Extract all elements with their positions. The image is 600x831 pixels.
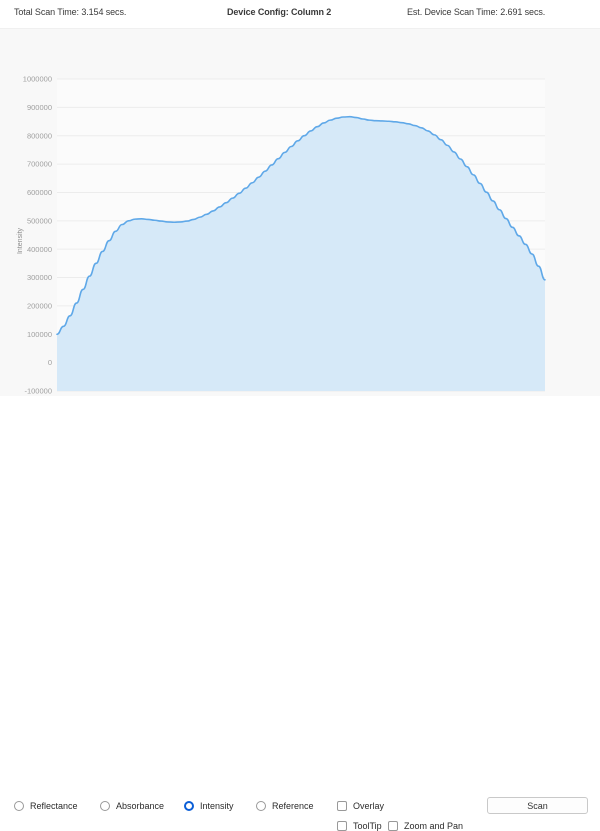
svg-text:1050: 1050: [146, 395, 163, 396]
checkbox-zoom-and-pan[interactable]: Zoom and Pan: [388, 821, 463, 831]
radio-reference-label: Reference: [272, 801, 314, 811]
device-config-label: Device Config: Column 2: [227, 7, 332, 17]
spectrum-chart: -100000 0 100000 200000 300000 400000 500000 60…: [0, 29, 600, 396]
svg-text:300000: 300000: [27, 273, 52, 282]
svg-text:1450: 1450: [407, 395, 424, 396]
radio-reference[interactable]: Reference: [256, 801, 314, 811]
svg-text:800000: 800000: [27, 131, 52, 140]
svg-text:900: 900: [51, 395, 64, 396]
y-tick-labels: -100000 0 100000 200000 300000 400000 500000 60…: [23, 75, 52, 396]
svg-text:400000: 400000: [27, 245, 52, 254]
checkbox-tooltip-label: ToolTip: [353, 821, 382, 831]
checkbox-overlay[interactable]: Overlay: [337, 801, 384, 811]
svg-text:1400: 1400: [374, 395, 391, 396]
checkbox-tooltip[interactable]: ToolTip: [337, 821, 382, 831]
checkbox-tooltip-box[interactable]: [337, 821, 347, 831]
svg-text:500000: 500000: [27, 216, 52, 225]
svg-text:1300: 1300: [309, 395, 326, 396]
radio-absorbance-label: Absorbance: [116, 801, 165, 811]
status-header: Total Scan Time: 3.154 secs. Device Conf…: [0, 0, 600, 29]
svg-text:1350: 1350: [341, 395, 358, 396]
svg-text:900000: 900000: [27, 103, 52, 112]
checkbox-overlay-label: Overlay: [353, 801, 385, 811]
est-device-scan-time-label: Est. Device Scan Time: 2.691 secs.: [407, 7, 546, 17]
radio-absorbance-indicator[interactable]: [100, 801, 110, 811]
svg-text:1550: 1550: [472, 395, 489, 396]
checkbox-zoom-and-pan-box[interactable]: [388, 821, 398, 831]
total-scan-time-label: Total Scan Time: 3.154 secs.: [14, 7, 127, 17]
radio-reflectance[interactable]: Reflectance: [14, 801, 78, 811]
chart-svg: -100000 0 100000 200000 300000 400000 500000 60…: [0, 29, 600, 396]
radio-intensity-label: Intensity: [200, 801, 234, 811]
svg-text:700000: 700000: [27, 160, 52, 169]
svg-text:1150: 1150: [212, 395, 228, 396]
svg-text:0: 0: [48, 358, 52, 367]
scan-button[interactable]: Scan: [487, 797, 588, 814]
radio-absorbance[interactable]: Absorbance: [100, 801, 164, 811]
radio-intensity[interactable]: Intensity: [184, 801, 234, 811]
svg-text:1600: 1600: [504, 395, 521, 396]
svg-text:1250: 1250: [276, 395, 293, 396]
intensity-line: [56, 115, 546, 336]
checkbox-overlay-box[interactable]: [337, 801, 347, 811]
radio-reflectance-label: Reflectance: [30, 801, 78, 811]
svg-text:1650: 1650: [537, 395, 554, 396]
svg-text:1000: 1000: [114, 395, 131, 396]
svg-text:1500: 1500: [439, 395, 456, 396]
svg-text:1100: 1100: [179, 395, 195, 396]
svg-text:1200: 1200: [244, 395, 261, 396]
radio-intensity-indicator[interactable]: [184, 801, 194, 811]
svg-text:100000: 100000: [27, 330, 52, 339]
controls-panel: Reflectance Absorbance Intensity Referen…: [0, 396, 600, 831]
radio-reflectance-indicator[interactable]: [14, 801, 24, 811]
intensity-area-fill: [57, 116, 545, 391]
svg-text:1000000: 1000000: [23, 75, 52, 84]
checkbox-zoom-and-pan-label: Zoom and Pan: [404, 821, 464, 831]
svg-text:-100000: -100000: [24, 387, 52, 396]
y-axis-title: Intensity: [17, 227, 24, 254]
svg-text:950: 950: [83, 395, 96, 396]
svg-text:600000: 600000: [27, 188, 52, 197]
svg-text:200000: 200000: [27, 302, 52, 311]
radio-reference-indicator[interactable]: [256, 801, 266, 811]
x-tick-labels: 900 950 1000 1050 1100 1150 1200 1250 1300 1350 14…: [51, 395, 554, 396]
